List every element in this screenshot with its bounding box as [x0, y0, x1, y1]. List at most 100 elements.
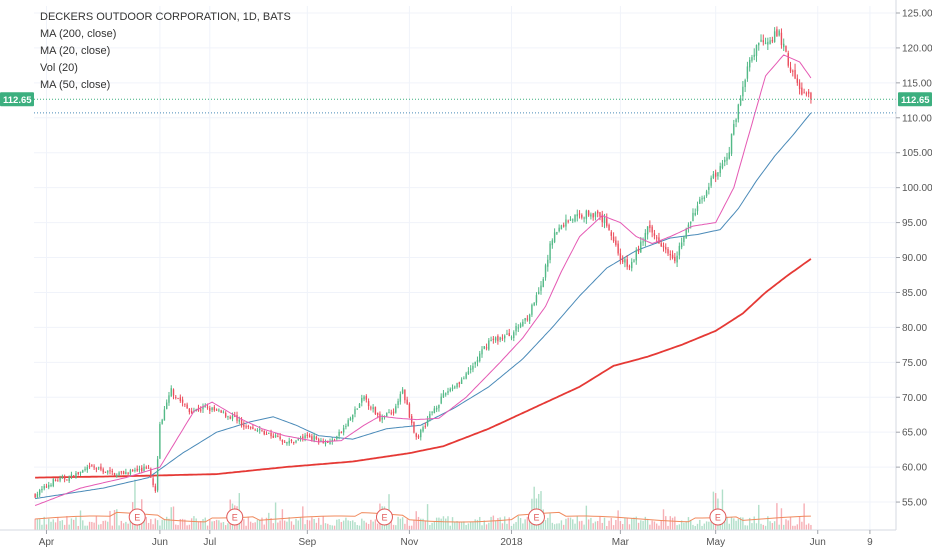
candle-128[interactable] — [324, 439, 327, 447]
earnings-marker-1[interactable]: E — [226, 508, 244, 526]
candle-224[interactable] — [542, 277, 544, 288]
candle-157[interactable] — [390, 409, 392, 416]
candle-6[interactable] — [48, 481, 50, 490]
candle-198[interactable] — [483, 346, 485, 350]
candle-55[interactable] — [159, 421, 161, 459]
candle-218[interactable] — [528, 313, 531, 325]
candle-83[interactable] — [222, 410, 225, 414]
candle-311[interactable] — [739, 95, 742, 107]
candle-247[interactable] — [594, 211, 597, 221]
candle-82[interactable] — [220, 409, 222, 414]
candle-12[interactable] — [61, 474, 64, 479]
candle-263[interactable] — [631, 258, 633, 272]
candle-25[interactable] — [91, 464, 93, 467]
candle-304[interactable] — [724, 156, 726, 167]
candle-339[interactable] — [803, 88, 805, 94]
candle-67[interactable] — [186, 402, 188, 409]
candle-165[interactable] — [408, 402, 411, 419]
candle-221[interactable] — [535, 292, 538, 306]
candle-300[interactable] — [714, 169, 717, 183]
candle-240[interactable] — [578, 210, 581, 219]
candle-267[interactable] — [640, 237, 642, 253]
candle-160[interactable] — [397, 398, 399, 409]
candle-94[interactable] — [247, 424, 250, 430]
candle-275[interactable] — [658, 232, 660, 244]
candle-235[interactable] — [567, 219, 569, 224]
candle-57[interactable] — [163, 406, 166, 421]
candle-205[interactable] — [499, 336, 501, 343]
candle-342[interactable] — [810, 91, 812, 104]
candle-316[interactable] — [751, 54, 753, 63]
candle-282[interactable] — [674, 253, 676, 264]
candle-261[interactable] — [626, 255, 628, 270]
candle-3[interactable] — [41, 486, 43, 493]
candle-227[interactable] — [549, 241, 551, 264]
candle-269[interactable] — [644, 229, 647, 247]
candle-92[interactable] — [243, 421, 245, 430]
candle-112[interactable] — [288, 437, 290, 446]
candle-98[interactable] — [256, 428, 259, 433]
candle-81[interactable] — [218, 408, 220, 413]
candle-26[interactable] — [93, 464, 95, 470]
candle-51[interactable] — [150, 467, 152, 478]
candle-64[interactable] — [179, 394, 182, 403]
candle-121[interactable] — [308, 433, 311, 438]
candle-53[interactable] — [154, 483, 157, 493]
candle-318[interactable] — [755, 44, 758, 62]
candle-24[interactable] — [88, 462, 91, 469]
candle-173[interactable] — [426, 415, 429, 427]
candle-276[interactable] — [660, 240, 662, 247]
candle-10[interactable] — [57, 478, 59, 482]
candle-326[interactable] — [773, 27, 776, 43]
candle-341[interactable] — [807, 88, 810, 98]
candle-105[interactable] — [272, 433, 275, 439]
candle-254[interactable] — [610, 230, 613, 241]
candle-31[interactable] — [104, 471, 107, 473]
candle-207[interactable] — [503, 334, 506, 343]
candle-338[interactable] — [801, 82, 803, 96]
candle-256[interactable] — [615, 236, 617, 247]
candle-279[interactable] — [667, 246, 669, 256]
candle-183[interactable] — [449, 387, 451, 393]
candle-273[interactable] — [653, 229, 656, 240]
candle-202[interactable] — [492, 335, 495, 344]
candle-223[interactable] — [540, 280, 542, 295]
candle-320[interactable] — [760, 34, 762, 43]
candle-62[interactable] — [175, 395, 177, 400]
candle-48[interactable] — [143, 463, 145, 472]
candle-307[interactable] — [730, 133, 733, 157]
earnings-marker-0[interactable]: E — [128, 508, 146, 526]
candle-315[interactable] — [748, 57, 751, 72]
candle-208[interactable] — [506, 329, 508, 335]
candle-45[interactable] — [136, 465, 138, 472]
candle-171[interactable] — [422, 425, 424, 433]
candle-234[interactable] — [565, 214, 567, 231]
candle-65[interactable] — [181, 396, 184, 407]
candle-34[interactable] — [111, 468, 113, 476]
candle-295[interactable] — [703, 195, 706, 202]
candle-199[interactable] — [485, 343, 488, 351]
candle-145[interactable] — [363, 395, 365, 402]
candle-298[interactable] — [710, 175, 712, 188]
candle-327[interactable] — [776, 26, 778, 37]
candle-248[interactable] — [596, 209, 599, 218]
candle-177[interactable] — [435, 405, 438, 413]
candle-190[interactable] — [465, 371, 467, 380]
candle-260[interactable] — [624, 257, 626, 268]
candle-15[interactable] — [68, 475, 70, 483]
candle-225[interactable] — [544, 263, 547, 281]
candle-246[interactable] — [592, 212, 594, 221]
candle-340[interactable] — [805, 91, 808, 97]
candle-154[interactable] — [383, 415, 386, 420]
candle-206[interactable] — [501, 334, 504, 341]
candle-197[interactable] — [481, 346, 483, 358]
candle-325[interactable] — [771, 36, 774, 44]
candle-7[interactable] — [50, 483, 52, 488]
candle-212[interactable] — [515, 322, 517, 336]
candle-272[interactable] — [651, 224, 653, 238]
candle-36[interactable] — [116, 473, 118, 478]
candle-337[interactable] — [798, 79, 801, 95]
candle-219[interactable] — [531, 303, 533, 317]
candle-238[interactable] — [574, 214, 576, 223]
